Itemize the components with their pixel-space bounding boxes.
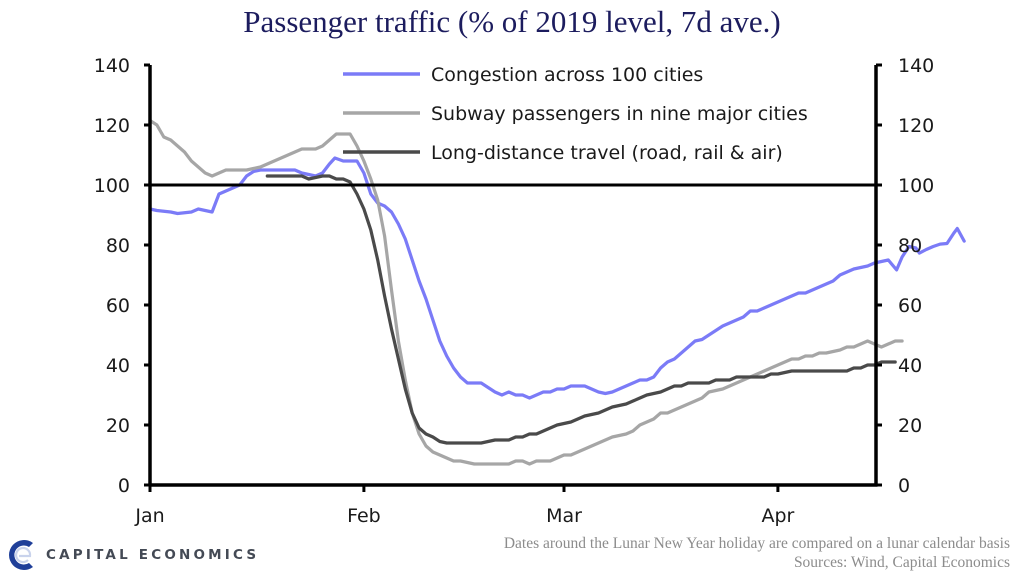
right-y-tick-label: 120 bbox=[898, 115, 934, 137]
axes-layer: 0 0 20 20 40 40 60 60 80 80 100 100 120 120 140 140 Jan F… bbox=[94, 55, 935, 527]
right-y-tick-label: 20 bbox=[898, 415, 922, 437]
series-line-1 bbox=[148, 156, 966, 400]
left-y-tick-label: 140 bbox=[94, 55, 130, 77]
right-y-tick-label: 100 bbox=[898, 175, 934, 197]
logo-text: CAPITAL ECONOMICS bbox=[46, 547, 260, 563]
right-y-tick-label: 60 bbox=[898, 295, 922, 317]
right-y-tick-label: 40 bbox=[898, 355, 922, 377]
series-line-3 bbox=[265, 174, 897, 445]
right-y-tick-label: 140 bbox=[898, 55, 934, 77]
x-tick-label: Jan bbox=[134, 505, 164, 527]
series-layer bbox=[148, 118, 966, 466]
chart-footnote: Dates around the Lunar New Year holiday … bbox=[504, 534, 1010, 572]
right-y-tick-label: 0 bbox=[898, 475, 910, 497]
footnote-sources: Sources: Wind, Capital Economics bbox=[793, 554, 1010, 571]
legend-label-1: Congestion across 100 cities bbox=[431, 64, 703, 86]
left-y-tick-label: 60 bbox=[106, 295, 130, 317]
x-tick-label: Feb bbox=[347, 505, 381, 527]
footnote-lunar: Dates around the Lunar New Year holiday … bbox=[503, 535, 1010, 552]
capital-economics-logo-icon bbox=[9, 540, 33, 570]
left-y-tick-label: 100 bbox=[94, 175, 130, 197]
series-line-2 bbox=[148, 118, 904, 466]
x-tick-label: Mar bbox=[546, 505, 582, 527]
chart-title: Passenger traffic (% of 2019 level, 7d a… bbox=[243, 4, 781, 39]
x-tick-label: Apr bbox=[761, 505, 794, 527]
legend-label-2: Subway passengers in nine major cities bbox=[431, 103, 808, 125]
left-y-tick-label: 120 bbox=[94, 115, 130, 137]
left-y-tick-label: 40 bbox=[106, 355, 130, 377]
left-y-tick-label: 0 bbox=[118, 475, 130, 497]
legend-label-3: Long-distance travel (road, rail & air) bbox=[431, 142, 783, 164]
right-y-tick-label: 80 bbox=[898, 235, 922, 257]
left-y-tick-label: 20 bbox=[106, 415, 130, 437]
left-y-tick-label: 80 bbox=[106, 235, 130, 257]
legend: Congestion across 100 cities Subway passe… bbox=[343, 64, 808, 164]
capital-economics-logo: CAPITAL ECONOMICS bbox=[6, 537, 259, 573]
